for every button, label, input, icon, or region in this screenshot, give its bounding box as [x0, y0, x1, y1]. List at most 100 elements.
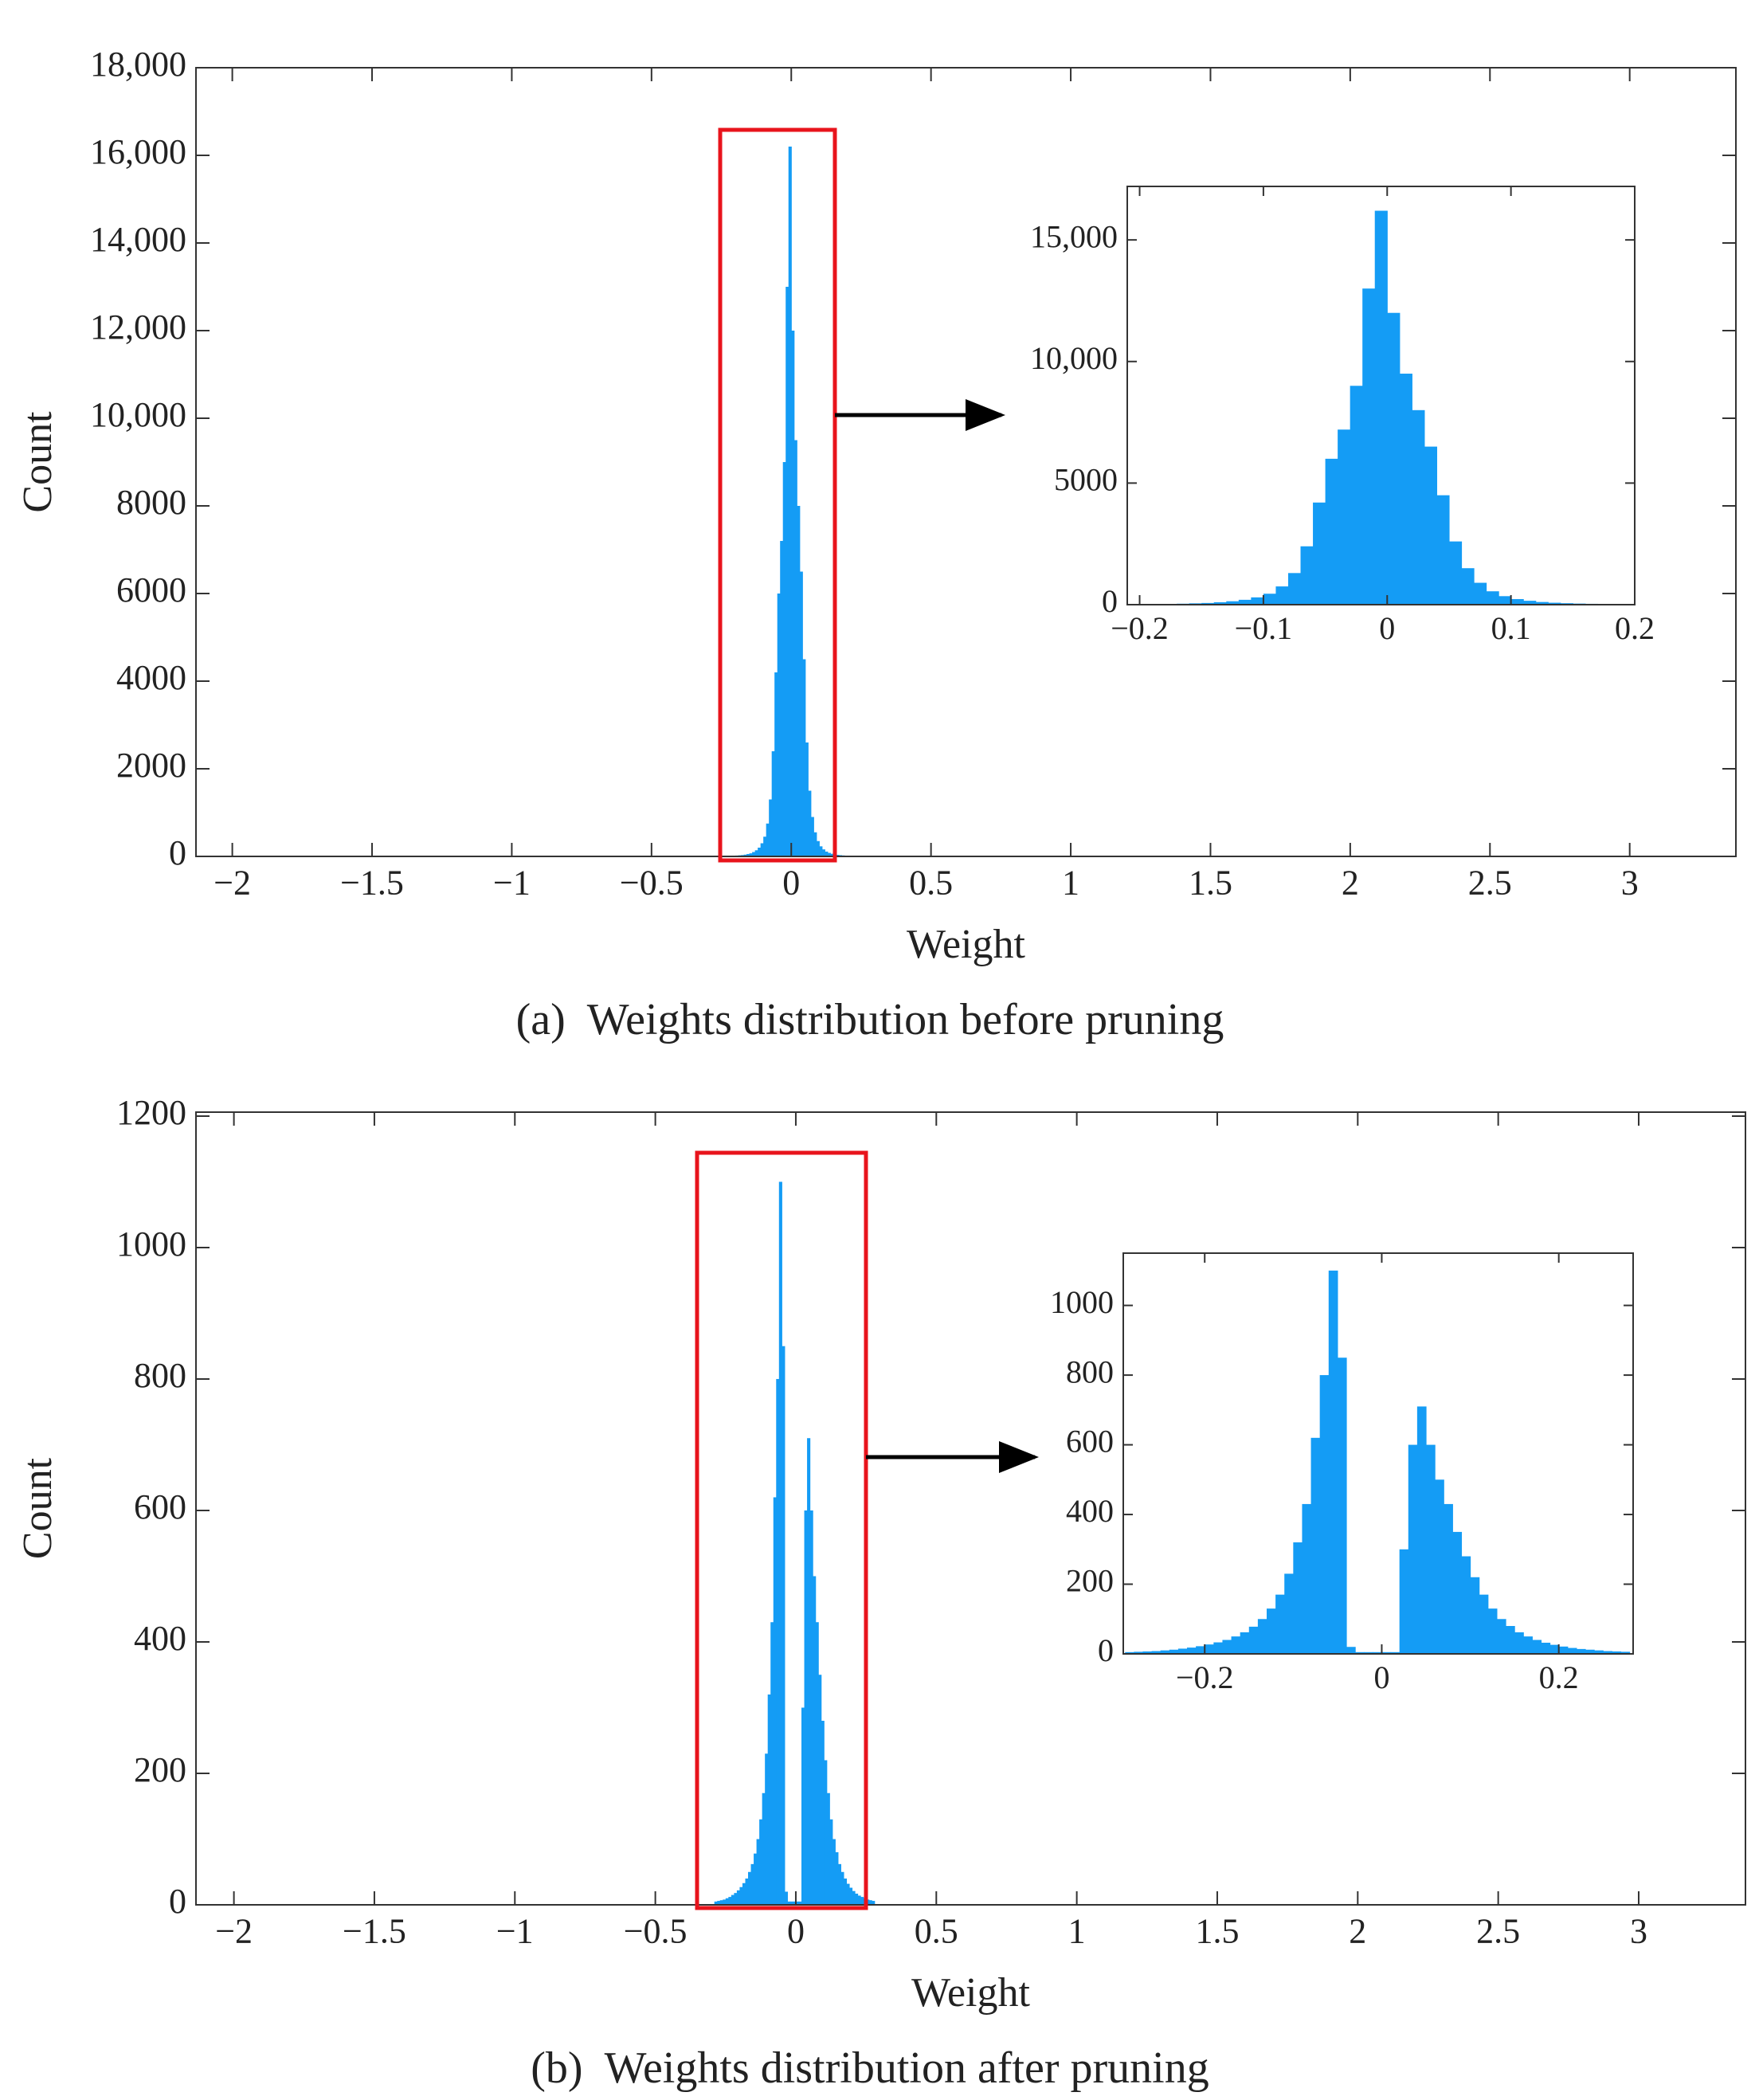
histogram-bar: [784, 1891, 788, 1905]
histogram-bar: [1436, 495, 1450, 605]
x-tick-label: −0.2: [1111, 610, 1169, 646]
histogram-bar: [1251, 597, 1264, 605]
histogram-bar: [872, 1901, 876, 1905]
y-tick-label: 15,000: [1030, 218, 1118, 254]
histogram-bar: [835, 1851, 839, 1905]
histogram-bar: [1620, 1651, 1631, 1654]
plot-area: [1123, 1253, 1633, 1654]
histogram-bar: [793, 440, 797, 856]
histogram-bar: [742, 1883, 746, 1905]
histogram-bar: [763, 836, 767, 856]
histogram-bar: [804, 1510, 808, 1905]
histogram-bar: [1302, 1503, 1312, 1654]
histogram-bar: [797, 506, 801, 856]
histogram-bar: [810, 817, 814, 856]
histogram-bar: [717, 1901, 721, 1905]
histogram-bar: [1486, 591, 1499, 605]
x-tick-label: 0: [1373, 1659, 1389, 1695]
histogram-bar: [766, 823, 770, 856]
x-tick-label: 1: [1062, 863, 1079, 902]
y-tick-label: 200: [134, 1750, 186, 1789]
histogram-bar: [743, 854, 747, 856]
y-tick-label: 800: [134, 1356, 186, 1395]
x-tick-label: −2: [215, 1911, 253, 1950]
histogram-bar: [1612, 1651, 1622, 1654]
histogram-bar: [719, 1900, 723, 1905]
histogram-bar: [754, 850, 758, 856]
histogram-bar: [813, 1576, 817, 1905]
y-tick-label: 0: [169, 833, 186, 872]
histogram-bar: [1435, 1479, 1444, 1654]
x-tick-label: 0: [1379, 610, 1395, 646]
histogram-bar: [1160, 1650, 1170, 1654]
histogram-bar: [1177, 1648, 1188, 1654]
histogram-bar: [1444, 1503, 1453, 1654]
histogram-bar: [1338, 429, 1351, 605]
histogram-bar: [1328, 1270, 1338, 1654]
y-tick-label: 400: [134, 1619, 186, 1658]
histogram-bar: [785, 287, 789, 856]
y-tick-label: 0: [1102, 583, 1118, 619]
histogram-bar: [734, 1893, 738, 1905]
y-tick-label: 4000: [116, 658, 186, 697]
histogram-bar: [1196, 1646, 1205, 1654]
histogram-bar: [748, 1871, 752, 1905]
y-tick-label: 800: [1066, 1354, 1114, 1389]
x-tick-label: −0.5: [620, 863, 684, 902]
histogram-bar: [1231, 1636, 1241, 1654]
histogram-bar: [829, 1819, 833, 1905]
histogram-bar: [1205, 1644, 1214, 1654]
histogram-bar: [1187, 1647, 1197, 1654]
y-tick-label: 400: [1066, 1493, 1114, 1529]
histogram-bar: [1470, 1577, 1480, 1654]
histogram-bar: [1364, 1651, 1373, 1654]
histogram-bar: [860, 1897, 864, 1905]
histogram-bar: [837, 1863, 841, 1905]
histogram-bar: [1355, 1651, 1365, 1654]
histogram-bar: [1523, 1636, 1533, 1654]
histogram-bar: [771, 751, 775, 856]
y-tick-label: 600: [134, 1487, 186, 1526]
histogram-bar: [780, 541, 784, 856]
y-tick-label: 200: [1066, 1563, 1114, 1599]
histogram-bar: [1412, 409, 1425, 605]
histogram-bar: [1506, 1626, 1515, 1654]
histogram-bar: [1287, 573, 1302, 605]
histogram-bar: [777, 594, 781, 856]
histogram-bar: [1263, 594, 1277, 605]
x-tick-label: −0.5: [624, 1911, 688, 1950]
y-tick-label: 10,000: [90, 395, 186, 434]
histogram-bar: [1374, 210, 1388, 605]
zoom-box: [695, 1150, 868, 1910]
histogram-bar: [1558, 1646, 1569, 1654]
histogram-bar: [816, 840, 820, 856]
y-axis-label: Count: [15, 411, 61, 513]
histogram-bar: [1541, 1643, 1551, 1654]
histogram-bar: [1549, 1644, 1560, 1654]
histogram-bar: [1452, 1531, 1463, 1654]
x-tick-label: 2.5: [1476, 1911, 1520, 1950]
x-tick-label: 1.5: [1189, 863, 1232, 902]
histogram-bar: [1594, 1650, 1604, 1654]
histogram-bar: [809, 1510, 813, 1905]
histogram-bar: [714, 1901, 718, 1905]
histogram-bar: [1267, 1608, 1276, 1654]
histogram-bar: [799, 571, 803, 856]
histogram-bar: [1248, 1626, 1259, 1654]
histogram-bar: [1408, 1444, 1418, 1654]
x-tick-label: 0: [787, 1911, 805, 1950]
histogram-bar: [758, 848, 762, 856]
y-tick-label: 1000: [116, 1224, 186, 1264]
histogram-bar: [762, 1792, 766, 1905]
histogram-bar: [1461, 1556, 1471, 1654]
histogram-bar: [776, 1378, 780, 1905]
histogram-bar: [1169, 1649, 1179, 1654]
histogram-bar: [840, 1871, 844, 1905]
histogram-bar: [830, 853, 834, 856]
histogram-bar: [739, 1886, 743, 1905]
y-tick-label: 0: [169, 1882, 186, 1921]
histogram-bar: [808, 790, 812, 856]
histogram-bar: [855, 1893, 859, 1905]
